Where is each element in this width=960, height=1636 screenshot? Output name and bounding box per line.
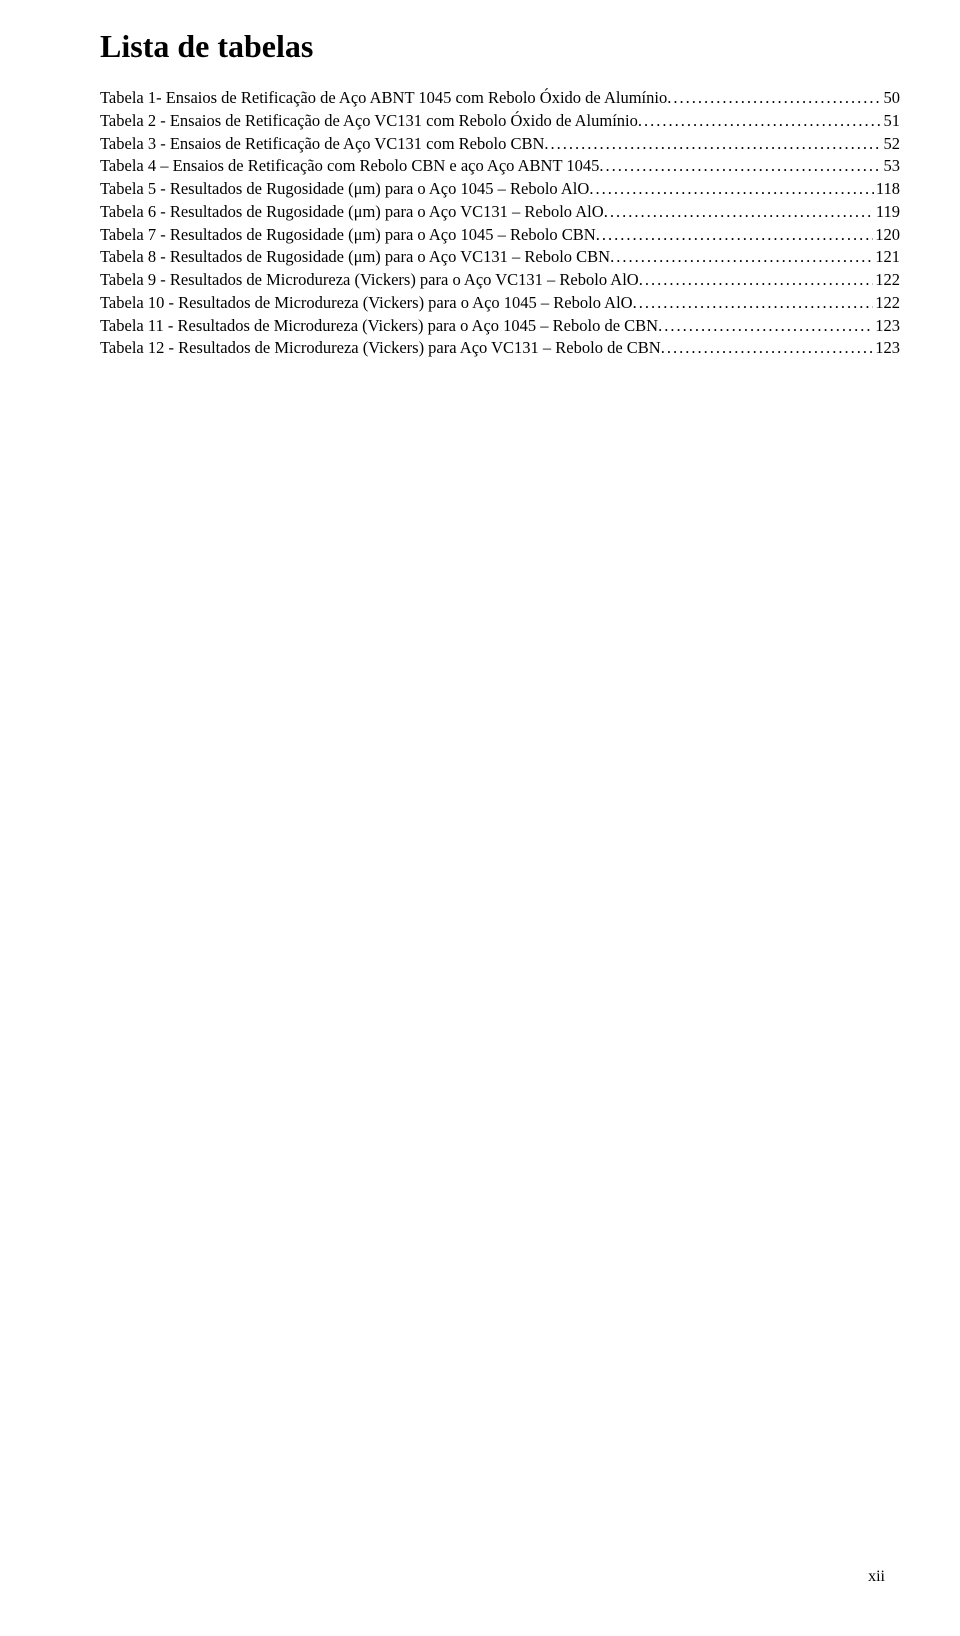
toc-entry: Tabela 1- Ensaios de Retificação de Aço … [100, 87, 900, 110]
toc-entry-page: 50 [882, 87, 901, 110]
table-of-contents: Tabela 1- Ensaios de Retificação de Aço … [100, 87, 900, 360]
toc-leader-dots [604, 201, 874, 224]
toc-leader-dots [596, 224, 874, 247]
toc-entry: Tabela 10 - Resultados de Microdureza (V… [100, 292, 900, 315]
toc-entry: Tabela 4 – Ensaios de Retificação com Re… [100, 155, 900, 178]
toc-entry-label: Tabela 2 - Ensaios de Retificação de Aço… [100, 110, 638, 133]
toc-entry-page: 53 [882, 155, 901, 178]
toc-entry-label: Tabela 1- Ensaios de Retificação de Aço … [100, 87, 667, 110]
toc-entry-page: 51 [882, 110, 901, 133]
toc-entry-page: 119 [874, 201, 900, 224]
toc-entry-label: Tabela 12 - Resultados de Microdureza (V… [100, 337, 661, 360]
toc-leader-dots [599, 155, 881, 178]
toc-entry-label: Tabela 10 - Resultados de Microdureza (V… [100, 292, 633, 315]
page-number: xii [868, 1568, 885, 1586]
toc-entry-page: 122 [873, 292, 900, 315]
toc-entry-label: Tabela 7 - Resultados de Rugosidade (μm)… [100, 224, 596, 247]
toc-entry: Tabela 3 - Ensaios de Retificação de Aço… [100, 133, 900, 156]
toc-leader-dots [610, 246, 873, 269]
toc-leader-dots [661, 337, 874, 360]
toc-leader-dots [658, 315, 873, 338]
toc-entry: Tabela 5 - Resultados de Rugosidade (μm)… [100, 178, 900, 201]
toc-entry-page: 122 [873, 269, 900, 292]
toc-entry-label: Tabela 9 - Resultados de Microdureza (Vi… [100, 269, 639, 292]
toc-entry: Tabela 6 - Resultados de Rugosidade (μm)… [100, 201, 900, 224]
toc-entry-label: Tabela 6 - Resultados de Rugosidade (μm)… [100, 201, 604, 224]
toc-entry-label: Tabela 3 - Ensaios de Retificação de Aço… [100, 133, 544, 156]
toc-entry: Tabela 7 - Resultados de Rugosidade (μm)… [100, 224, 900, 247]
toc-entry-label: Tabela 11 - Resultados de Microdureza (V… [100, 315, 658, 338]
toc-leader-dots [638, 110, 882, 133]
toc-leader-dots [639, 269, 874, 292]
page-title: Lista de tabelas [100, 28, 900, 65]
toc-entry-label: Tabela 4 – Ensaios de Retificação com Re… [100, 155, 599, 178]
toc-leader-dots [589, 178, 874, 201]
toc-entry: Tabela 8 - Resultados de Rugosidade (μm)… [100, 246, 900, 269]
toc-entry-label: Tabela 5 - Resultados de Rugosidade (μm)… [100, 178, 589, 201]
toc-entry-page: 123 [873, 337, 900, 360]
toc-entry-page: 121 [873, 246, 900, 269]
toc-leader-dots [544, 133, 881, 156]
toc-entry: Tabela 2 - Ensaios de Retificação de Aço… [100, 110, 900, 133]
toc-entry-page: 120 [873, 224, 900, 247]
toc-entry-label: Tabela 8 - Resultados de Rugosidade (μm)… [100, 246, 610, 269]
toc-leader-dots [667, 87, 881, 110]
toc-entry: Tabela 11 - Resultados de Microdureza (V… [100, 315, 900, 338]
toc-entry: Tabela 12 - Resultados de Microdureza (V… [100, 337, 900, 360]
toc-entry-page: 52 [882, 133, 901, 156]
toc-leader-dots [633, 292, 874, 315]
toc-entry-page: 118 [874, 178, 900, 201]
toc-entry: Tabela 9 - Resultados de Microdureza (Vi… [100, 269, 900, 292]
toc-entry-page: 123 [873, 315, 900, 338]
